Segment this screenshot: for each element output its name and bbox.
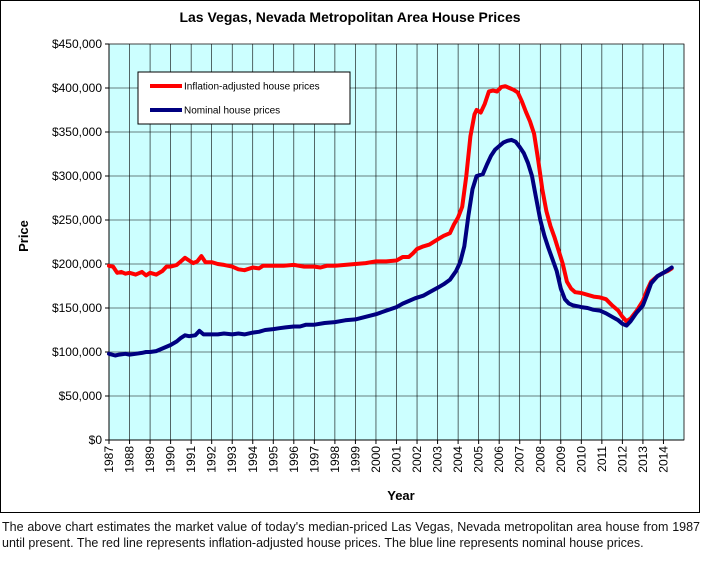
x-tick-label: 2009 [554,446,568,473]
x-tick-label: 1994 [246,446,260,473]
x-tick-label: 1989 [143,446,157,473]
x-tick-label: 1987 [102,446,116,473]
y-axis-ticks: $0 $50,000 $100,000 $150,000 $200,000 $250,00… [52,37,110,447]
line-chart: Las Vegas, Nevada Metropolitan Area Hous… [16,9,685,503]
x-tick-label: 1999 [348,446,362,473]
y-tick-label: $100,000 [52,345,102,359]
x-tick-label: 1993 [225,446,239,473]
x-tick-label: 1988 [123,446,137,473]
x-tick-label: 1995 [266,446,280,473]
legend-label-inflation: Inflation-adjusted house prices [184,82,320,93]
x-tick-label: 2011 [595,446,609,472]
chart-caption: The above chart estimates the market val… [2,520,700,550]
nominal-series-line [107,137,674,358]
x-tick-label: 2005 [472,446,486,473]
x-tick-label: 2006 [492,446,506,473]
x-tick-label: 2010 [574,446,588,473]
inflation-adjusted-series-line [107,84,674,324]
legend-box [137,71,351,125]
y-tick-label: $400,000 [52,81,102,95]
x-tick-label: 1990 [164,446,178,473]
y-tick-label: $50,000 [59,389,103,403]
x-tick-label: 1997 [307,446,321,473]
series-lines [107,84,674,358]
chart-title: Las Vegas, Nevada Metropolitan Area Hous… [179,9,520,25]
x-tick-label: 2013 [636,446,650,473]
x-tick-label: 2001 [390,446,404,473]
x-axis-title: Year [387,488,414,503]
x-axis-ticks: 1987 1988 1989 1990 1991 1992 1993 1994 1995 1996… [102,439,684,473]
x-tick-label: 1998 [328,446,342,473]
y-tick-label: $300,000 [52,169,102,183]
y-tick-label: $450,000 [52,37,102,51]
y-tick-label: $250,000 [52,213,102,227]
x-tick-label: 2014 [656,446,670,473]
x-tick-label: 2003 [431,446,445,473]
y-tick-label: $150,000 [52,301,102,315]
legend-label-nominal: Nominal house prices [184,106,280,117]
x-tick-label: 2007 [513,446,527,473]
x-tick-label: 2000 [369,446,383,473]
y-tick-label: $350,000 [52,125,102,139]
legend: Inflation-adjusted house prices Nominal … [137,71,351,125]
x-tick-label: 1992 [205,446,219,473]
x-tick-label: 2012 [615,446,629,473]
x-tick-label: 2004 [451,446,465,473]
y-axis-title: Price [16,220,31,252]
y-tick-label: $0 [89,433,103,447]
y-tick-label: $200,000 [52,257,102,271]
x-tick-label: 1996 [287,446,301,473]
x-tick-label: 2002 [410,446,424,473]
x-tick-label: 1991 [184,446,198,473]
x-tick-label: 2008 [533,446,547,473]
